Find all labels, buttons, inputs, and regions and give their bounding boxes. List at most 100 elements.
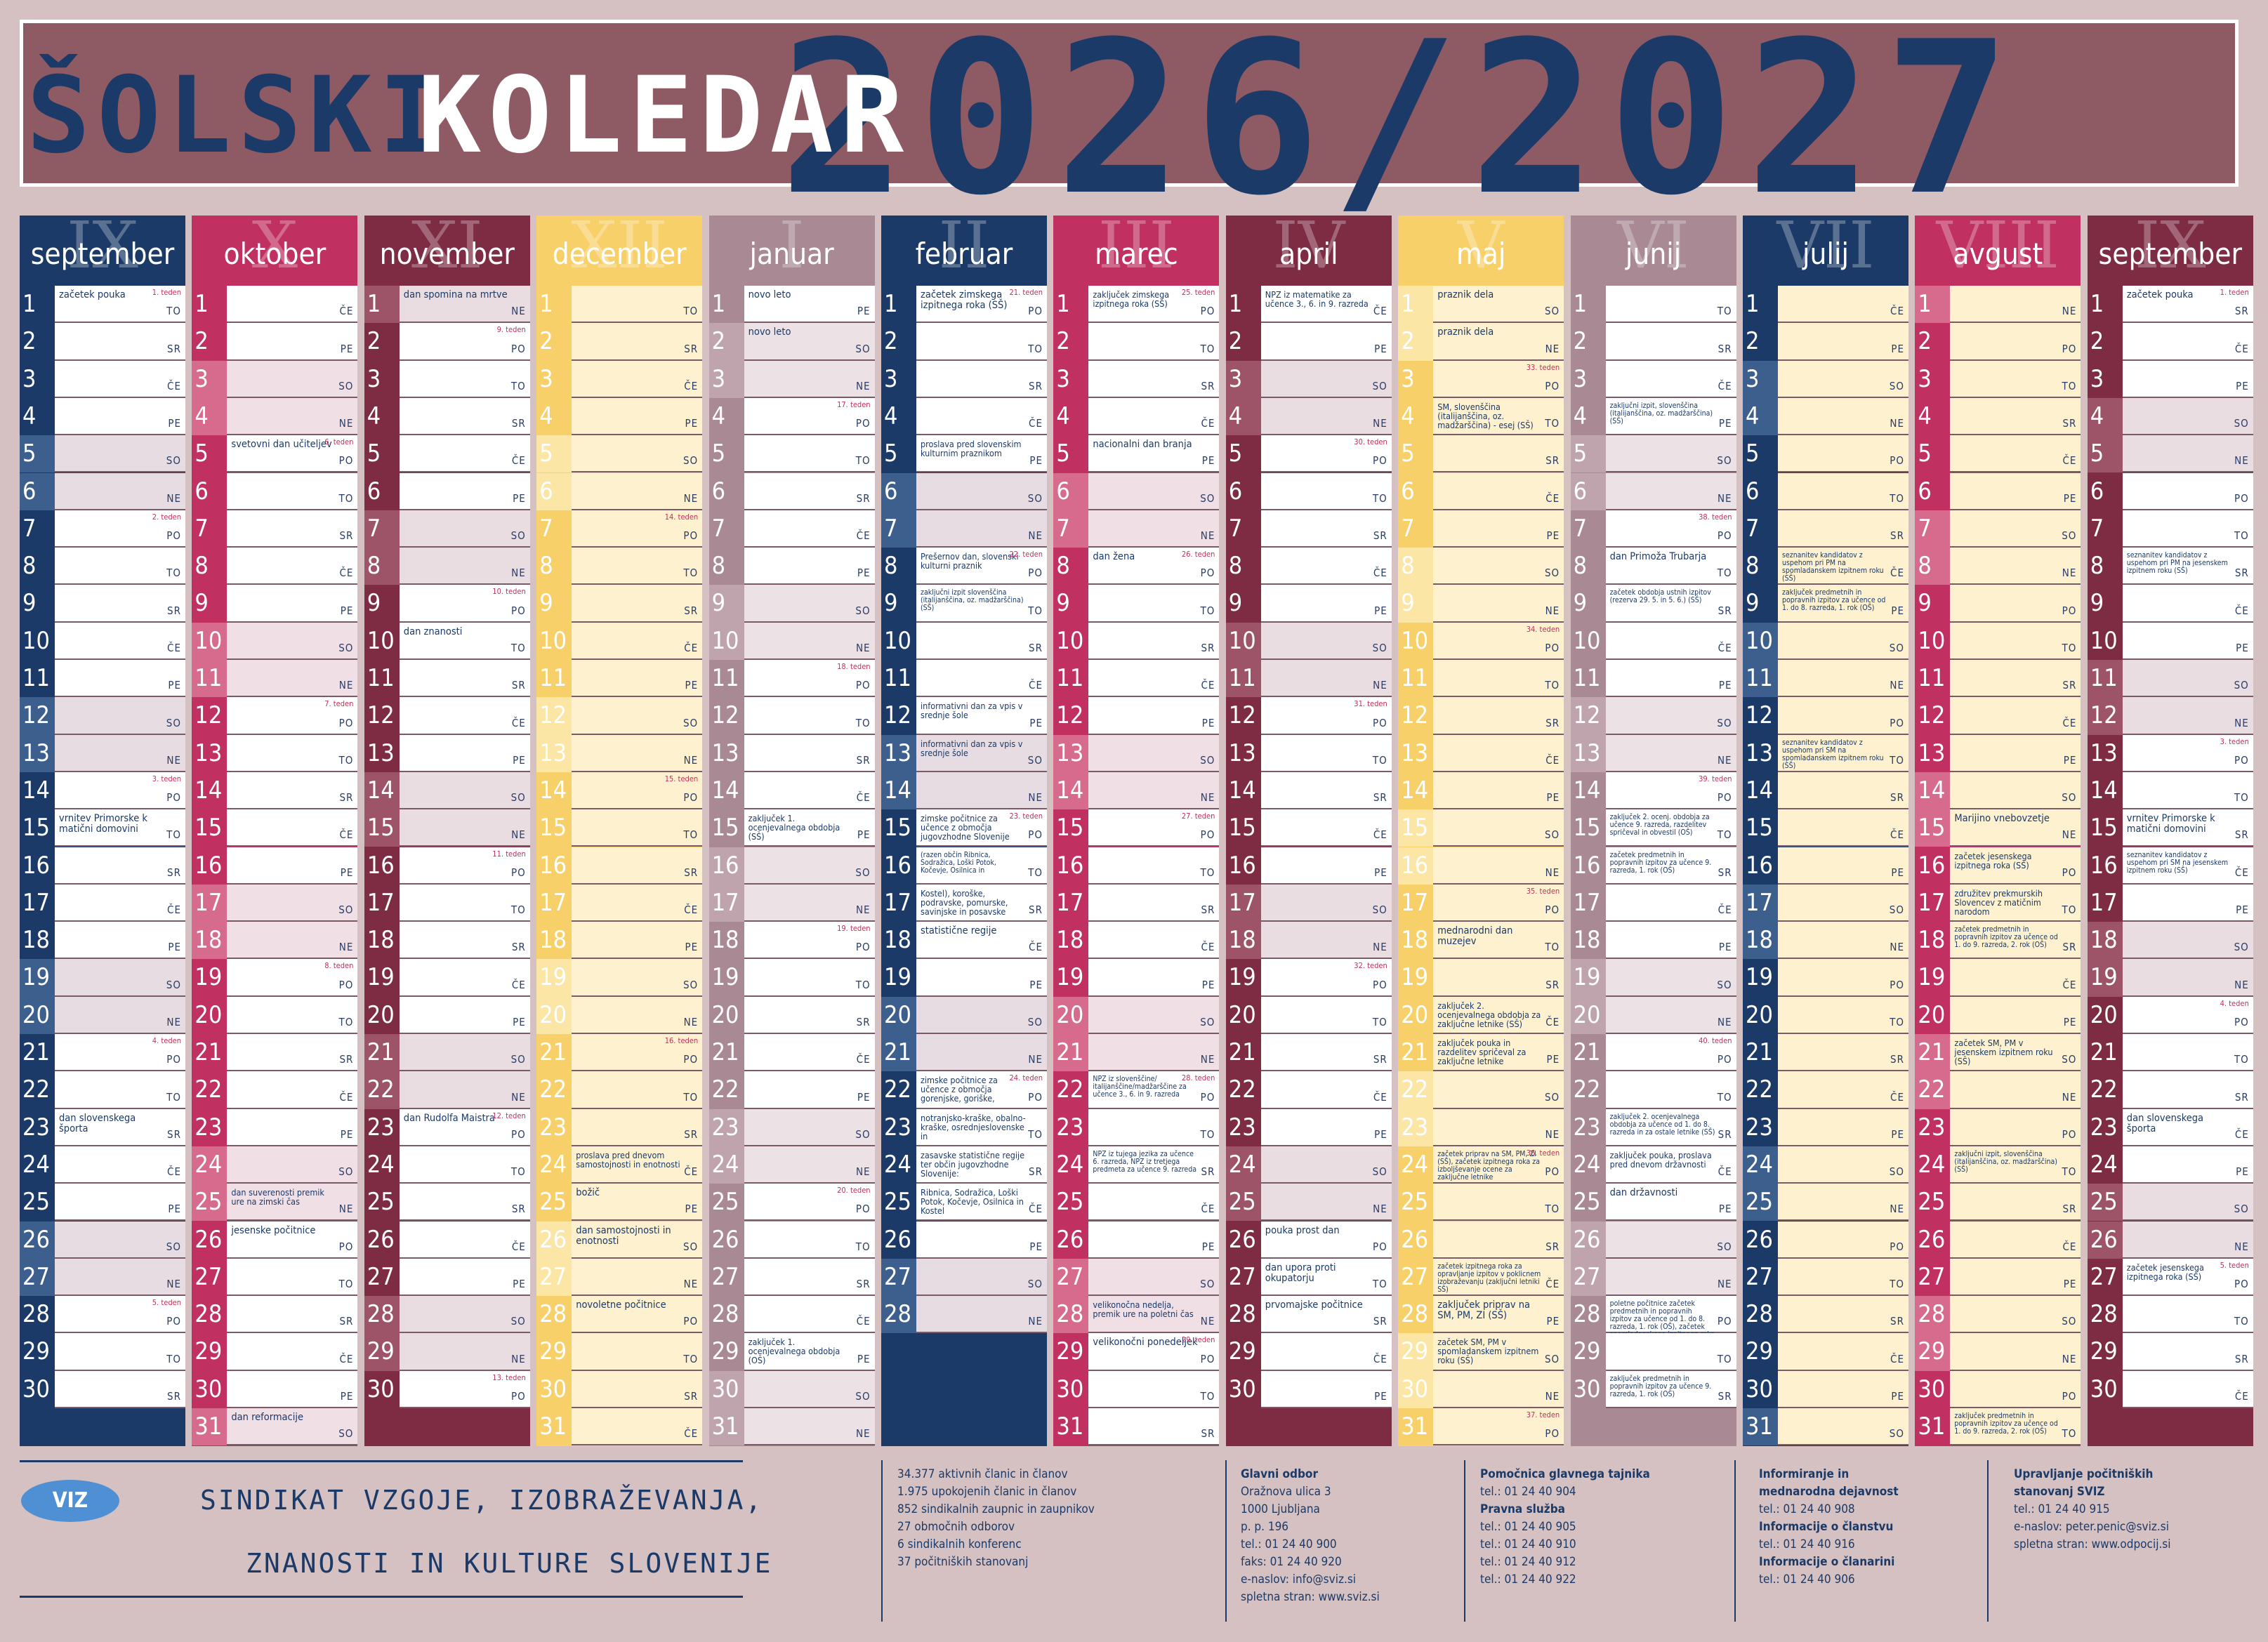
day-number: 13 — [536, 734, 572, 772]
week-number: 10. teden — [492, 587, 526, 597]
day-cell: TO — [744, 1221, 875, 1259]
weekday-label: SR — [1718, 1127, 1732, 1141]
day-cell: SR — [572, 847, 703, 885]
day-cell: dan znanosti TO — [399, 622, 530, 660]
day-number: 6 — [364, 472, 400, 510]
day-row: 28 poletne počitnice začetek predmetnih i… — [1570, 1296, 1736, 1346]
day-number: 10 — [1743, 622, 1778, 660]
day-cell: NPZ iz tujega jezika za učence 6. razred… — [1088, 1146, 1220, 1184]
footer-line: faks: 01 24 40 920 — [1241, 1555, 1342, 1569]
org-name-line2: ZNANOSTI IN KULTURE SLOVENIJE — [246, 1548, 773, 1579]
weekday-label: PE — [1718, 941, 1732, 954]
month-header: IX september — [20, 216, 185, 286]
day-cell: 4. teden PO — [55, 1034, 185, 1072]
day-event: zaključek priprav na SM, PM, ZI (SŠ) — [1437, 1299, 1531, 1322]
day-number: 1 — [1915, 286, 1951, 324]
day-row: 20 SR — [708, 996, 875, 1034]
day-event: informativni dan za vpis v srednje šole — [921, 701, 1023, 721]
day-cell: seznanitev kandidatov z uspehom pri PM n… — [2122, 548, 2253, 585]
day-number: 6 — [1743, 472, 1778, 510]
day-row: 12 SO — [1570, 697, 1736, 735]
day-number: 30 — [708, 1370, 744, 1408]
day-row: 2 novo leto SO — [708, 323, 875, 361]
day-row: 4 ČE — [881, 397, 1047, 436]
day-number: 25 — [1570, 1184, 1606, 1221]
month-days: 1 začetek pouka 1. teden TO 2 SR 3 ČE 4 PE 5 SO 6 NE 7… — [20, 286, 185, 1446]
weekday-label: NE — [2234, 454, 2249, 468]
day-number: 2 — [20, 323, 55, 361]
weekday-label: TO — [1200, 1127, 1215, 1141]
day-cell: NE — [916, 1296, 1047, 1334]
day-row: 15 zaključek 1. ocenjevalnega obdobja (SŠ… — [708, 809, 875, 847]
day-event: Ribnica, Sodražica, Loški Potok, Kočevje… — [921, 1187, 1024, 1217]
day-cell: praznik dela SO — [1433, 286, 1564, 324]
weekday-label: TO — [510, 1165, 526, 1179]
day-row: 14 SR — [1743, 772, 1908, 810]
month-roman-numeral: XI — [411, 216, 483, 283]
weekday-label: SO — [510, 791, 526, 805]
weekday-label: ČE — [2234, 1389, 2249, 1403]
day-cell: novo leto SO — [744, 323, 875, 361]
week-number: 5. teden — [152, 1298, 181, 1308]
day-cell: ČE — [55, 1146, 185, 1184]
day-number: 6 — [1225, 472, 1261, 510]
day-row: 18 statistične regije ČE — [881, 922, 1047, 960]
day-row: 16 11. teden PO — [364, 847, 530, 885]
day-cell: proslava pred dnevom samostojnosti in en… — [572, 1146, 703, 1184]
day-number: 19 — [1225, 959, 1261, 997]
day-cell: SR — [227, 510, 358, 548]
weekday-label: SO — [1889, 1427, 1904, 1441]
day-cell: SO — [916, 1258, 1047, 1297]
day-row: 1 NPZ iz matematike za učence 3., 6. in 9… — [1225, 286, 1392, 324]
day-number: 22 — [20, 1071, 55, 1109]
weekday-label: PO — [1200, 567, 1215, 580]
day-number: 13 — [1398, 734, 1434, 772]
day-row: 23 PO — [1915, 1108, 2081, 1146]
weekday-label: ČE — [684, 379, 699, 392]
footer-line: tel.: 01 24 40 908 — [1759, 1502, 1855, 1516]
day-number: 26 — [1743, 1221, 1778, 1259]
weekday-label: ČE — [2234, 1127, 2249, 1141]
weekday-label: PO — [1373, 454, 1387, 468]
day-row: 8 TO — [20, 548, 185, 585]
weekday-label: TO — [1717, 1352, 1732, 1365]
day-cell: NE — [55, 996, 185, 1034]
day-number: 9 — [1053, 585, 1089, 623]
day-row: 4 17. teden PO — [708, 397, 875, 436]
weekday-label: NE — [2062, 1352, 2077, 1365]
day-cell: SO — [1605, 697, 1736, 735]
day-cell: ČE — [227, 286, 358, 324]
day-cell: prvomajske počitnice SR — [1260, 1296, 1392, 1334]
weekday-label: PE — [1029, 1240, 1043, 1253]
day-number: 18 — [536, 922, 572, 960]
day-row: 16 začetek jesenskega izpitnega roka (SŠ)… — [1915, 847, 2081, 885]
day-cell: TO — [1605, 286, 1736, 324]
day-number: 18 — [364, 922, 400, 960]
footer-vline — [1464, 1460, 1465, 1622]
day-cell: začetek jesenskega izpitnega roka (SŠ) PO — [1950, 847, 2081, 885]
month-roman-numeral: XII — [571, 216, 668, 283]
day-row: 22 SR — [2087, 1071, 2253, 1109]
day-number: 26 — [708, 1221, 744, 1259]
day-number: 3 — [1053, 360, 1089, 398]
day-cell: NE — [1778, 922, 1908, 960]
day-row: 14 39. teden PO — [1570, 772, 1736, 810]
day-row: 13 seznanitev kandidatov z uspehom pri SM… — [1743, 734, 1908, 772]
day-cell: ČE — [1778, 1333, 1908, 1371]
weekday-label: SO — [683, 454, 699, 468]
month-name: april — [1279, 237, 1338, 271]
weekday-label: SR — [1545, 716, 1560, 729]
day-number: 29 — [1743, 1333, 1778, 1371]
weekday-label: ČE — [2062, 978, 2077, 991]
day-row: 12 SO — [20, 697, 185, 735]
day-row: 28 velikonočna nedelja, premik ure na pol… — [1053, 1296, 1220, 1334]
weekday-label: ČE — [1373, 1090, 1387, 1104]
day-cell: PE — [227, 1108, 358, 1146]
weekday-label: PO — [1028, 305, 1043, 318]
day-row: 9 NE — [1398, 585, 1564, 623]
day-cell: SR — [1950, 397, 2081, 436]
weekday-label: PO — [683, 529, 699, 543]
day-number: 6 — [2087, 472, 2123, 510]
day-cell: poletne počitnice začetek predmetnih in … — [1605, 1296, 1736, 1346]
weekday-label: TO — [855, 716, 871, 729]
